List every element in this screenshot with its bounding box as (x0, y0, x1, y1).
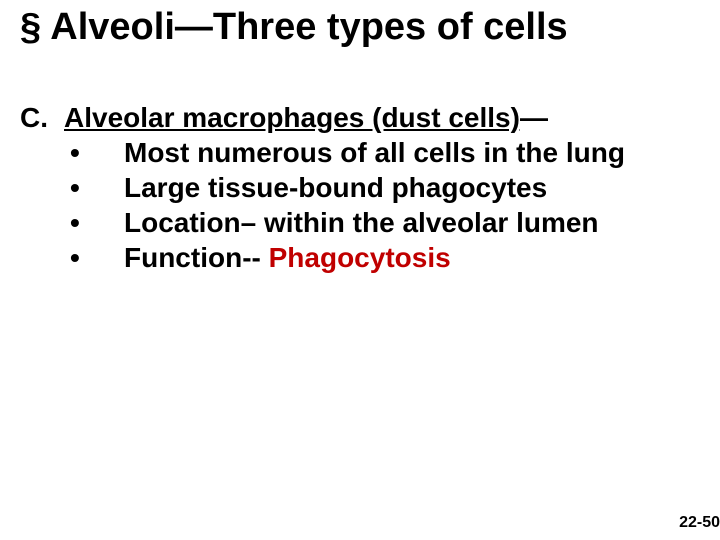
list-item: • Most numerous of all cells in the lung (64, 135, 700, 170)
list-item-text: Location– within the alveolar lumen (124, 205, 700, 240)
heading-underlined: Alveolar macrophages (dust cells) (64, 102, 520, 133)
list-item-text: Most numerous of all cells in the lung (124, 135, 700, 170)
list-item-prefix: Function-- (124, 242, 269, 273)
page-number: 22-50 (679, 514, 720, 532)
list-item-highlight: Phagocytosis (269, 242, 451, 273)
list-item: • Location– within the alveolar lumen (64, 205, 700, 240)
list-item: • Function-- Phagocytosis (64, 240, 700, 275)
title-prefix: § (20, 6, 50, 48)
bullet-icon: • (64, 205, 124, 240)
slide-body: C. Alveolar macrophages (dust cells)— • … (20, 100, 700, 275)
slide: § Alveoli—Three types of cells C. Alveol… (0, 0, 720, 540)
list-marker: C. (20, 100, 64, 275)
sublist: • Most numerous of all cells in the lung… (64, 135, 700, 275)
title-text: Alveoli—Three types of cells (50, 6, 567, 48)
heading-tail: — (520, 102, 548, 133)
bullet-icon: • (64, 240, 124, 275)
slide-title: § Alveoli—Three types of cells (20, 6, 700, 50)
list-item-text: Large tissue-bound phagocytes (124, 170, 700, 205)
list-item-c: C. Alveolar macrophages (dust cells)— • … (20, 100, 700, 275)
list-item-text: Function-- Phagocytosis (124, 240, 700, 275)
list-content: Alveolar macrophages (dust cells)— • Mos… (64, 100, 700, 275)
list-heading: Alveolar macrophages (dust cells)— (64, 100, 700, 135)
bullet-icon: • (64, 170, 124, 205)
bullet-icon: • (64, 135, 124, 170)
list-item: • Large tissue-bound phagocytes (64, 170, 700, 205)
